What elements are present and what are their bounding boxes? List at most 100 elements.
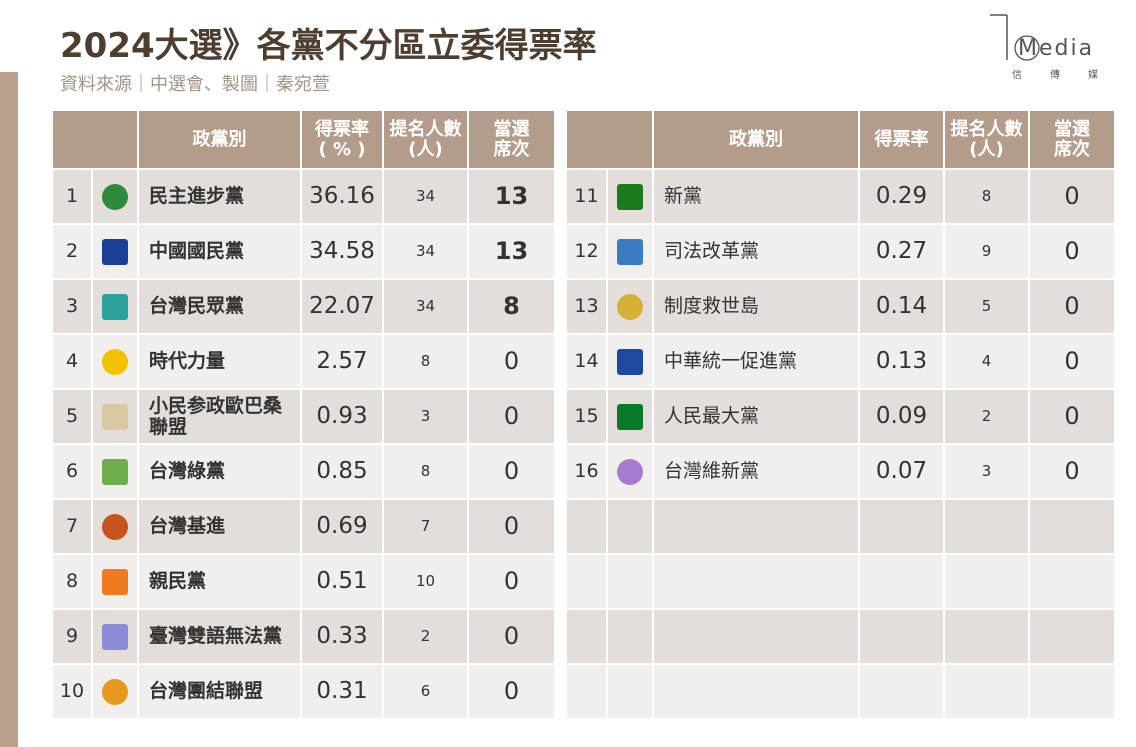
party-logo [102,568,128,595]
logo-cell [608,390,654,445]
vote-rate: 0.31 [302,665,384,720]
party-name: 中國國民黨 [139,225,302,280]
logo-cell [93,225,139,280]
header-cell [567,111,654,170]
logo-cell [93,445,139,500]
logo-subtext: 信傳媒 [1012,70,1126,81]
empty-cell [567,500,608,555]
nominees: 34 [384,170,469,225]
rank-cell: 2 [53,225,93,280]
party-name: 台灣維新黨 [654,445,860,500]
logo-cell [93,280,139,335]
title: 2024大選》各黨不分區立委得票率 [60,26,597,66]
party-logo [617,183,643,210]
header-cell: 政黨別 [139,111,302,170]
vote-rate: 36.16 [302,170,384,225]
party-name: 台灣民眾黨 [139,280,302,335]
empty-cell [1030,500,1116,555]
rank-cell: 6 [53,445,93,500]
nominees: 8 [945,170,1030,225]
nominees: 4 [945,335,1030,390]
seats: 0 [469,445,556,500]
vote-rate: 0.09 [860,390,945,445]
rank-cell: 1 [53,170,93,225]
seats: 0 [1030,170,1116,225]
party-name: 人民最大黨 [654,390,860,445]
nominees: 3 [384,390,469,445]
vote-rate: 0.85 [302,445,384,500]
nominees: 7 [384,500,469,555]
seats: 0 [1030,390,1116,445]
empty-cell [608,555,654,610]
party-logo [617,458,643,485]
rank-cell: 5 [53,390,93,445]
logo-cell [608,445,654,500]
vote-rate: 0.13 [860,335,945,390]
logo-cell [93,170,139,225]
vote-rate: 2.57 [302,335,384,390]
header-cell: 得票率 ( % ) [302,111,384,170]
rank-cell: 16 [567,445,608,500]
empty-cell [860,610,945,665]
empty-cell [567,665,608,720]
rank-cell: 7 [53,500,93,555]
party-logo [102,513,128,540]
empty-cell [1030,555,1116,610]
party-name: 新黨 [654,170,860,225]
header-cell: 得票率 [860,111,945,170]
party-logo [102,238,128,265]
empty-cell [567,555,608,610]
logo-cell [608,170,654,225]
party-logo [617,403,643,430]
side-bar [0,72,18,747]
vote-rate: 0.29 [860,170,945,225]
empty-cell [945,665,1030,720]
rank-cell: 9 [53,610,93,665]
nominees: 3 [945,445,1030,500]
party-name: 時代力量 [139,335,302,390]
party-logo [617,348,643,375]
nominees: 2 [945,390,1030,445]
party-name: 台灣綠黨 [139,445,302,500]
party-name: 制度救世島 [654,280,860,335]
logo-mark [990,14,1040,61]
header-cell [53,111,139,170]
vote-rate: 0.69 [302,500,384,555]
logo-cell [93,500,139,555]
party-logo [617,238,643,265]
header-cell: 政黨別 [654,111,860,170]
party-logo [102,623,128,650]
vote-rate: 0.93 [302,390,384,445]
header-cell: 當選 席次 [1030,111,1116,170]
party-name: 民主進步黨 [139,170,302,225]
header-cell: 提名人數 (人) [945,111,1030,170]
vote-rate: 0.51 [302,555,384,610]
empty-cell [608,665,654,720]
empty-cell [1030,610,1116,665]
logo-cell [608,280,654,335]
seats: 0 [469,555,556,610]
seats: 13 [469,170,556,225]
seats: 8 [469,280,556,335]
nominees: 8 [384,335,469,390]
empty-cell [654,500,860,555]
rank-cell: 13 [567,280,608,335]
seats: 0 [469,665,556,720]
seats: 0 [469,500,556,555]
vote-rate: 0.14 [860,280,945,335]
seats: 0 [469,390,556,445]
rank-cell: 8 [53,555,93,610]
nominees: 9 [945,225,1030,280]
nominees: 6 [384,665,469,720]
party-name: 中華統一促進黨 [654,335,860,390]
seats: 0 [1030,225,1116,280]
logo-cell [93,555,139,610]
rank-cell: 12 [567,225,608,280]
vote-rate: 22.07 [302,280,384,335]
seats: 0 [1030,280,1116,335]
seats: 0 [469,335,556,390]
empty-cell [654,555,860,610]
empty-cell [608,610,654,665]
logo-cell [608,225,654,280]
